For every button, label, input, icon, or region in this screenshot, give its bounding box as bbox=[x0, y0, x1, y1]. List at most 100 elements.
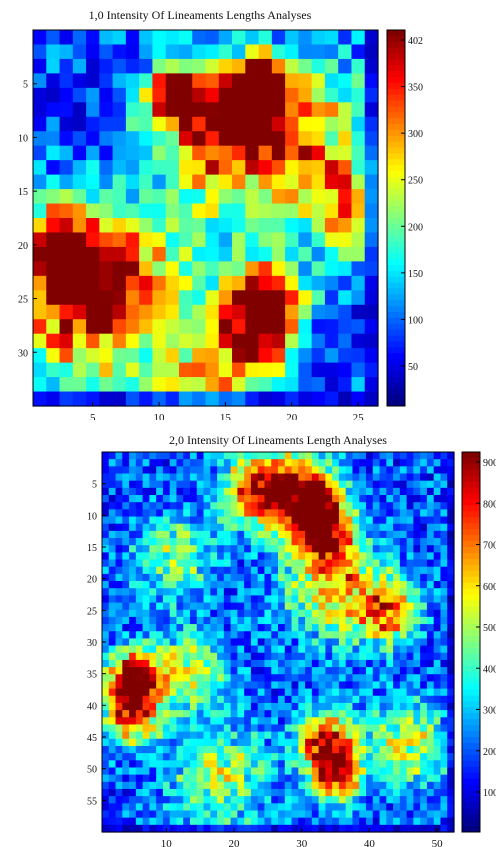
heatmap-cell bbox=[183, 581, 191, 589]
heatmap-cell bbox=[271, 473, 279, 482]
heatmap-cell bbox=[237, 559, 245, 568]
heatmap-cell bbox=[271, 631, 279, 640]
heatmap-cell bbox=[165, 333, 180, 349]
heatmap-cell bbox=[338, 745, 347, 754]
heatmap-cell bbox=[162, 702, 171, 711]
heatmap-cell bbox=[447, 774, 455, 783]
heatmap-cell bbox=[298, 87, 313, 103]
heatmap-cell bbox=[129, 581, 137, 589]
heatmap-cell bbox=[359, 516, 367, 525]
heatmap-cell bbox=[426, 667, 435, 675]
heatmap-cell bbox=[217, 624, 225, 632]
heatmap-cell bbox=[264, 624, 272, 632]
colorbar-frame bbox=[386, 29, 406, 407]
heatmap-cell bbox=[433, 624, 442, 632]
heatmap-cell bbox=[257, 616, 266, 625]
heatmap-cell bbox=[205, 145, 220, 161]
x-tick-label: 5 bbox=[90, 412, 96, 420]
heatmap-cell bbox=[406, 702, 414, 711]
heatmap-cell bbox=[426, 824, 435, 833]
heatmap-cell bbox=[364, 218, 379, 234]
heatmap-cell bbox=[338, 516, 347, 525]
heatmap-cell bbox=[46, 362, 61, 378]
heatmap-cell bbox=[223, 760, 232, 769]
heatmap-cell bbox=[142, 609, 150, 618]
heatmap-cell bbox=[135, 581, 144, 589]
heatmap-cell bbox=[406, 731, 414, 740]
heatmap-cell bbox=[305, 473, 313, 482]
heatmap-cell bbox=[372, 573, 381, 582]
heatmap-cell bbox=[190, 631, 198, 640]
x-tick-label: 25 bbox=[353, 412, 365, 420]
heatmap-cell bbox=[203, 595, 211, 604]
heatmap-cell bbox=[245, 203, 260, 219]
heatmap-cell bbox=[351, 145, 366, 161]
heatmap-cell bbox=[183, 674, 191, 683]
heatmap-cell bbox=[217, 609, 225, 618]
heatmap-cell bbox=[122, 566, 130, 575]
heatmap-cell bbox=[291, 738, 299, 747]
heatmap-cell bbox=[223, 473, 232, 482]
heatmap-cell bbox=[393, 645, 401, 654]
heatmap-cell bbox=[271, 73, 286, 89]
heatmap-cell bbox=[135, 731, 144, 740]
heatmap-cell bbox=[99, 232, 114, 248]
heatmap-cell bbox=[271, 545, 279, 553]
heatmap-cell bbox=[318, 523, 326, 532]
heatmap-cell bbox=[196, 588, 205, 596]
heatmap-cell bbox=[108, 609, 117, 618]
heatmap-cell bbox=[178, 44, 193, 60]
heatmap-cell bbox=[165, 275, 180, 291]
heatmap-cell bbox=[217, 745, 225, 754]
heatmap-cell bbox=[440, 509, 448, 518]
heatmap-cell bbox=[318, 480, 326, 489]
heatmap-cell bbox=[338, 788, 347, 797]
heatmap-cell bbox=[352, 810, 360, 819]
heatmap-cell bbox=[156, 523, 164, 532]
colorbar-segment bbox=[462, 742, 480, 750]
heatmap-cell bbox=[420, 452, 428, 460]
heatmap-cell bbox=[33, 58, 47, 74]
heatmap-cell bbox=[122, 616, 130, 625]
heatmap-cell bbox=[379, 459, 387, 467]
heatmap-cell bbox=[122, 702, 130, 711]
heatmap-cell bbox=[426, 803, 435, 812]
heatmap-cell bbox=[245, 333, 260, 349]
heatmap-cell bbox=[318, 788, 326, 797]
heatmap-cell bbox=[271, 602, 279, 611]
heatmap-cell bbox=[278, 566, 286, 575]
heatmap-cell bbox=[393, 659, 401, 668]
heatmap-cell bbox=[108, 516, 117, 525]
heatmap-cell bbox=[176, 552, 184, 561]
heatmap-cell bbox=[102, 695, 110, 704]
heatmap-cell bbox=[245, 304, 260, 320]
heatmap-cell bbox=[46, 131, 61, 147]
heatmap-cell bbox=[59, 58, 74, 74]
heatmap-cell bbox=[386, 624, 394, 632]
heatmap-cell bbox=[122, 530, 130, 539]
heatmap-cell bbox=[230, 466, 238, 475]
heatmap-cell bbox=[244, 695, 252, 704]
heatmap-cell bbox=[352, 480, 360, 489]
heatmap-cell bbox=[46, 348, 61, 364]
heatmap-cell bbox=[278, 602, 286, 611]
heatmap-cell bbox=[338, 333, 353, 349]
heatmap-cell bbox=[245, 174, 260, 190]
heatmap-cell bbox=[142, 745, 150, 754]
heatmap-cell bbox=[345, 559, 354, 568]
heatmap-cell bbox=[271, 803, 279, 812]
heatmap-cell bbox=[426, 674, 435, 683]
heatmap-cell bbox=[420, 810, 428, 819]
heatmap-cell bbox=[324, 102, 339, 118]
heatmap-cell bbox=[232, 189, 246, 205]
heatmap-cell bbox=[420, 774, 428, 783]
heatmap-cell bbox=[379, 581, 387, 589]
heatmap-cell bbox=[183, 817, 191, 826]
heatmap-cell bbox=[318, 638, 326, 647]
heatmap-cell bbox=[115, 688, 123, 697]
heatmap-cell bbox=[278, 667, 286, 675]
heatmap-cell bbox=[244, 760, 252, 769]
heatmap-cell bbox=[125, 30, 140, 46]
heatmap-cell bbox=[205, 218, 220, 234]
heatmap-cell bbox=[298, 44, 313, 60]
